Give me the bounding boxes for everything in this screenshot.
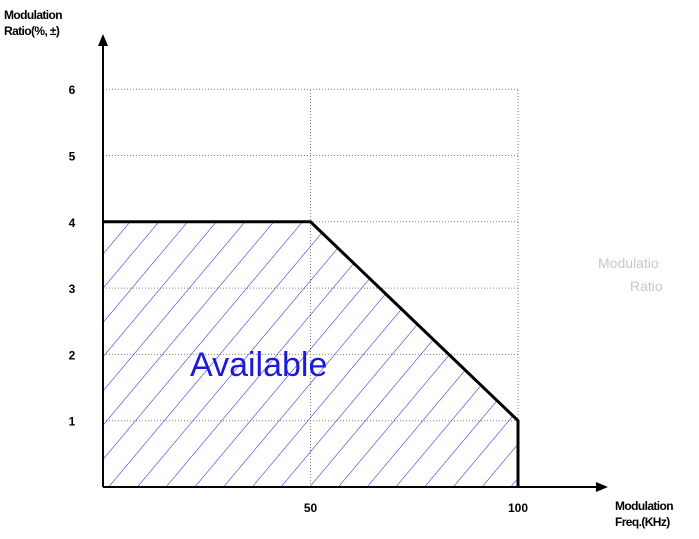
y-tick-label: 6 — [69, 83, 76, 97]
x-tick-label: 50 — [304, 501, 318, 515]
y-axis-arrow-icon — [98, 34, 108, 46]
x-tick-labels: 50 100 — [304, 501, 529, 515]
available-region-label: Available — [190, 346, 327, 384]
y-tick-labels: 1 2 3 4 5 6 — [69, 83, 76, 429]
x-tick-label: 100 — [508, 501, 528, 515]
x-axis-title: Modulation Freq.(KHz) — [615, 499, 674, 529]
boundary-line — [103, 220, 520, 487]
y-axis-title-line-2: Ratio(%, ±) — [4, 24, 60, 38]
y-tick-label: 3 — [69, 282, 76, 296]
x-axis-arrow-icon — [596, 482, 608, 492]
x-axis-title-line-2: Freq.(KHz) — [615, 515, 670, 529]
ghost-line-2: Ratio — [630, 278, 663, 294]
background-watermark-text: Modulatio Ratio — [598, 255, 663, 294]
available-hatched-region — [103, 221, 518, 488]
x-axis-title-line-1: Modulation — [615, 499, 673, 513]
y-tick-label: 4 — [69, 216, 76, 230]
y-axis-title-line-1: Modulation — [4, 8, 62, 22]
y-tick-label: 1 — [69, 415, 76, 429]
axes — [98, 34, 608, 492]
y-tick-label: 2 — [69, 348, 76, 362]
y-tick-label: 5 — [69, 150, 76, 164]
y-axis-title: Modulation Ratio(%, ±) — [4, 8, 63, 38]
ghost-line-1: Modulatio — [598, 255, 659, 271]
